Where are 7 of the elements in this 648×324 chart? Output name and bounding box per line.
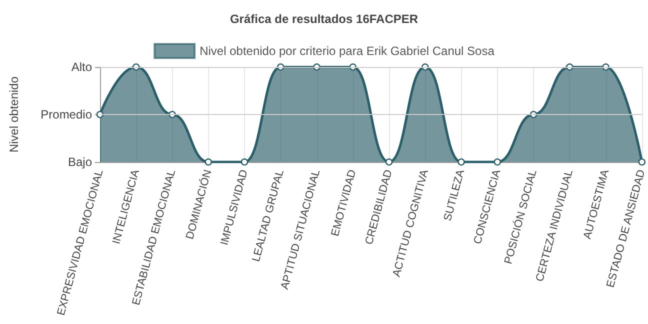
category-label: Promedio [40,108,92,122]
x-tick-label: LEALTAD GRUPAL [250,168,286,264]
category-label: Alto [71,60,92,74]
chart-title: Gráfica de resultados 16FACPER [230,12,418,26]
category-label: Bajo [68,155,92,169]
y-axis-title: Nivel obtenido [7,76,21,153]
legend-label: Nivel obtenido por criterio para Erik Gabriel Canul Sosa [200,44,495,58]
